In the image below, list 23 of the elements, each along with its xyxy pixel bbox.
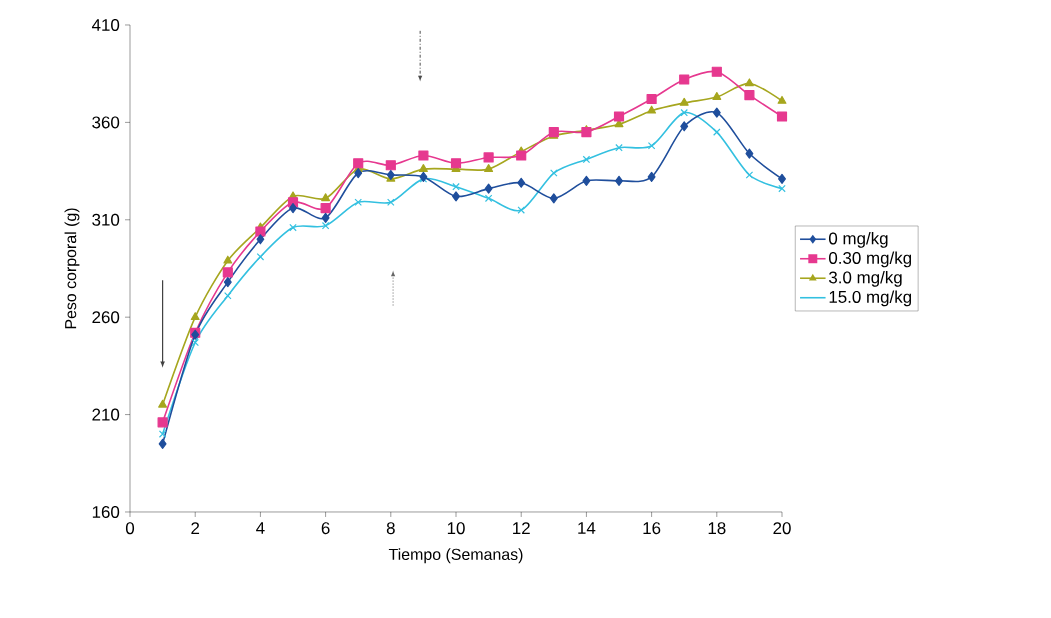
- y-axis-title: Peso corporal (g): [64, 208, 80, 329]
- x-tick-label: 0: [125, 522, 135, 535]
- x-tick-label: 14: [578, 522, 596, 534]
- x-tick-label: 6: [321, 522, 330, 535]
- x-axis-title: Tiempo (Semanas): [388, 548, 523, 564]
- y-tick-label: 260: [92, 311, 120, 324]
- y-tick-label: 160: [92, 505, 120, 518]
- legend-label: 0 mg/kg: [829, 231, 888, 248]
- y-tick-label: 410: [91, 18, 120, 31]
- x-tick-label: 10: [447, 522, 465, 535]
- x-tick-label: 18: [708, 522, 726, 535]
- legend-label: 15.0 mg/kg: [829, 290, 912, 307]
- legend-label: 3.0 mg/kg: [828, 270, 902, 287]
- x-tick-label: 16: [643, 522, 661, 535]
- legend-label: 0.30 mg/kg: [829, 251, 912, 268]
- y-tick-label: 210: [92, 408, 120, 421]
- y-tick-label: 360: [92, 116, 120, 129]
- x-tick-label: 8: [386, 522, 395, 535]
- y-tick-label: 310: [92, 213, 120, 226]
- x-tick-label: 12: [513, 522, 530, 534]
- x-tick-label: 4: [256, 522, 265, 534]
- x-tick-label: 20: [773, 522, 791, 535]
- x-tick-label: 2: [191, 522, 200, 534]
